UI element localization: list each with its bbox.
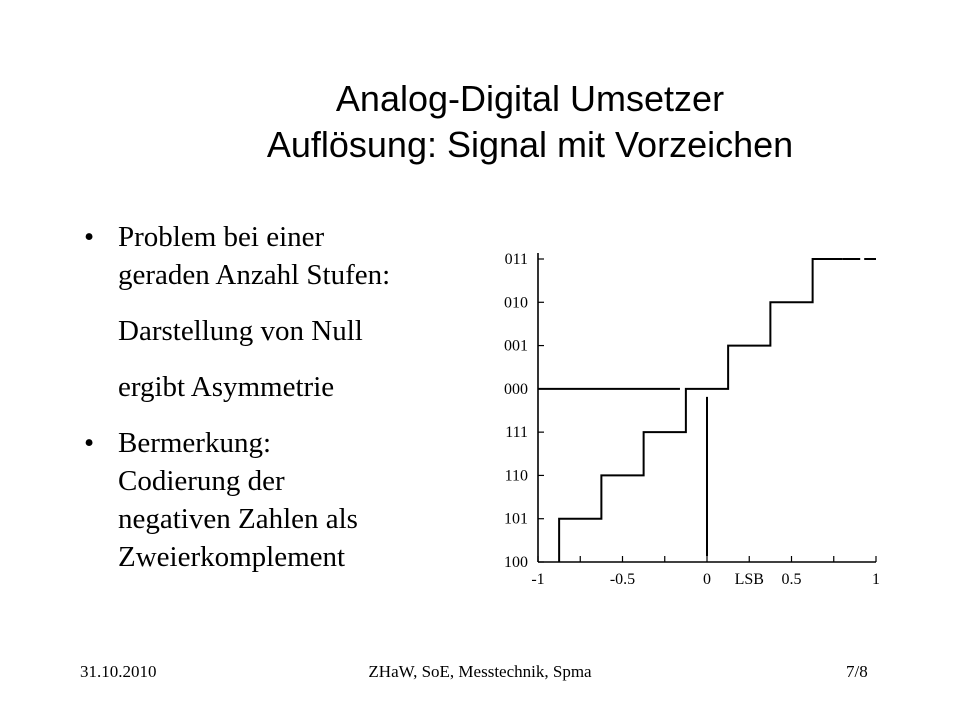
y-tick-label: 111 [505, 424, 528, 441]
x-tick-label: LSB [735, 571, 764, 588]
bullet-dot: • [84, 221, 95, 253]
title-line-1: Analog-Digital Umsetzer [335, 78, 725, 119]
bullet-item-problem: • Problem bei einer geraden Anzahl Stufe… [84, 218, 474, 406]
y-tick-label: 001 [504, 338, 528, 355]
y-tick-label: 110 [505, 467, 528, 484]
footer-date: 31.10.2010 [80, 662, 157, 681]
bullet-line: Problem bei einer [118, 221, 325, 253]
x-tick-label: 0.5 [782, 571, 802, 588]
bullet-subline: Darstellung von Null [118, 315, 363, 347]
bullet-dot: • [84, 427, 95, 459]
bullet-line: negativen Zahlen als [118, 503, 358, 535]
bullet-line: Zweierkomplement [118, 541, 346, 573]
y-tick-label: 000 [504, 381, 528, 398]
bullet-item-bemerkung: • Bermerkung: Codierung der negativen Za… [84, 424, 474, 576]
x-tick-label: -0.5 [610, 571, 635, 588]
bullet-subline: ergibt Asymmetrie [118, 371, 335, 403]
adc-transfer-chart: 100 101 110 111 000 001 010 011 -1 -0.5 0 LSB 0.5 1 [504, 251, 880, 588]
bullet-list: • Problem bei einer geraden Anzahl Stufe… [84, 218, 474, 576]
x-tick-label: -1 [531, 571, 544, 588]
bullet-line: geraden Anzahl Stufen: [118, 259, 391, 291]
series-staircase-solid [558, 258, 843, 562]
x-tick-label: 0 [703, 571, 711, 588]
x-tick-label: 1 [872, 571, 880, 588]
footer-center: ZHaW, SoE, Messtechnik, Spma [368, 662, 592, 681]
bullet-line: Codierung der [118, 465, 285, 497]
y-tick-label: 010 [504, 294, 528, 311]
bullet-line: Bermerkung: [118, 427, 272, 459]
y-tick-label: 101 [504, 511, 528, 528]
footer-page-number: 7/8 [846, 662, 868, 681]
slide-title: Analog-Digital Umsetzer Auflösung: Signa… [0, 76, 960, 168]
y-tick-label: 100 [504, 554, 528, 571]
y-tick-label: 011 [505, 251, 528, 268]
title-line-2: Auflösung: Signal mit Vorzeichen [266, 124, 794, 165]
